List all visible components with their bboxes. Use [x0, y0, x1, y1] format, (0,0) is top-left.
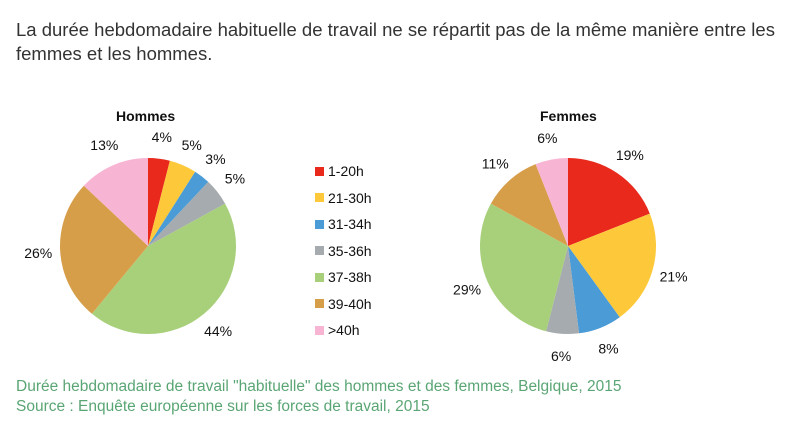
data-label: 11%: [482, 155, 509, 171]
pie-slice->40h: [535, 158, 568, 246]
legend: 1-20h 21-30h 31-34h 35-36h 37-38h 39-40h…: [315, 158, 372, 344]
legend-label: 1-20h: [328, 163, 364, 180]
legend-swatch: [315, 246, 324, 256]
legend-item: 37-38h: [315, 264, 372, 291]
legend-swatch: [315, 219, 324, 229]
legend-item: 35-36h: [315, 238, 372, 265]
pie-slice-21-30h: [568, 213, 656, 318]
data-label: 26%: [24, 245, 52, 261]
data-label: 4%: [152, 129, 172, 145]
legend-label: 37-38h: [328, 269, 372, 286]
legend-label: 31-34h: [328, 216, 372, 233]
data-label: 44%: [204, 323, 232, 339]
pie-slice->40h: [83, 158, 148, 246]
pie-slice-39-40h: [490, 164, 568, 246]
legend-label: >40h: [328, 322, 360, 339]
data-label: 3%: [205, 151, 225, 167]
legend-item: 39-40h: [315, 291, 372, 318]
pie-slice-37-38h: [91, 203, 237, 335]
data-label: 19%: [616, 147, 644, 163]
pie-slice-21-30h: [148, 160, 196, 246]
pie-title-hommes: Hommes: [116, 108, 176, 124]
pie-slice-31-34h: [568, 246, 620, 334]
pie-slice-37-38h: [480, 203, 568, 332]
pie-slice-31-34h: [148, 171, 209, 246]
legend-item: 21-30h: [315, 185, 372, 212]
legend-item: 1-20h: [315, 158, 372, 185]
legend-item: >40h: [315, 317, 372, 344]
legend-swatch: [315, 193, 324, 203]
source: Source : Enquête européenne sur les forc…: [16, 398, 430, 415]
pie-slice-35-36h: [546, 246, 580, 335]
data-label: 6%: [551, 348, 571, 364]
pie-slice-39-40h: [59, 185, 148, 314]
data-label: 8%: [598, 340, 618, 356]
pie-slice-1-20h: [148, 158, 170, 246]
caption: Durée hebdomadaire de travail "habituell…: [16, 378, 622, 395]
data-label: 6%: [537, 130, 557, 146]
legend-label: 35-36h: [328, 242, 372, 259]
data-label: 29%: [453, 282, 481, 298]
pie-slice-35-36h: [148, 181, 226, 246]
legend-label: 39-40h: [328, 295, 372, 312]
heading: La durée hebdomadaire habituelle de trav…: [16, 19, 775, 64]
data-label: 21%: [660, 269, 688, 285]
data-label: 13%: [90, 137, 118, 153]
pie-title-femmes: Femmes: [540, 108, 597, 124]
pie-slice-1-20h: [568, 158, 650, 246]
legend-swatch: [315, 166, 324, 176]
data-label: 5%: [225, 171, 245, 187]
data-label: 5%: [182, 137, 202, 153]
legend-swatch: [315, 299, 324, 309]
legend-swatch: [315, 272, 324, 282]
legend-swatch: [315, 325, 324, 335]
legend-label: 21-30h: [328, 189, 372, 206]
legend-item: 31-34h: [315, 211, 372, 238]
